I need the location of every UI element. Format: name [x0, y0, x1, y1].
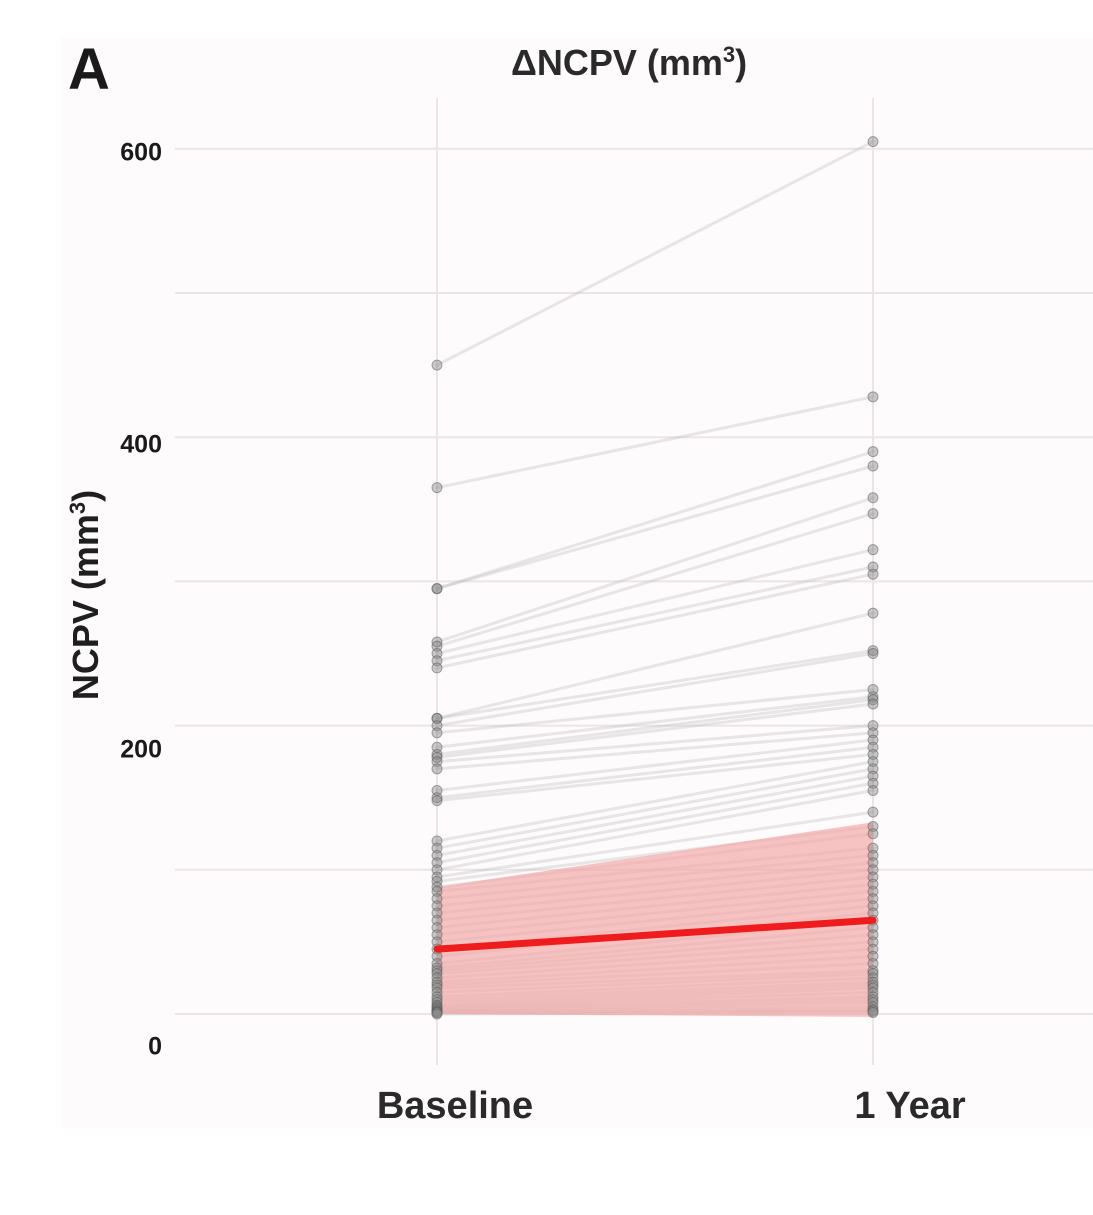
- individual-line: [435, 695, 875, 749]
- individual-line: [435, 698, 875, 756]
- individual-line: [435, 781, 875, 865]
- individual-line: [435, 496, 875, 644]
- data-point: [431, 359, 443, 371]
- x-tick-label: Baseline: [376, 1085, 534, 1127]
- data-point: [867, 828, 879, 840]
- data-point: [867, 1007, 879, 1019]
- data-point: [431, 968, 443, 980]
- data-point: [431, 982, 443, 994]
- data-point: [867, 982, 879, 994]
- individual-line: [435, 724, 875, 764]
- individual-line: [435, 140, 875, 367]
- individual-line: [435, 572, 875, 670]
- individual-line: [435, 450, 875, 591]
- data-point: [867, 648, 879, 659]
- data-point: [431, 881, 443, 893]
- data-point: [431, 482, 443, 494]
- data-point: [867, 460, 879, 472]
- individual-line: [435, 760, 875, 843]
- y-tick-label: 200: [120, 735, 162, 764]
- individual-line: [435, 565, 875, 663]
- data-point: [867, 568, 879, 580]
- individual-line: [435, 788, 875, 872]
- individual-line: [435, 611, 875, 720]
- data-point: [431, 1008, 443, 1020]
- data-point: [431, 795, 443, 807]
- data-point: [867, 698, 879, 710]
- data-point: [867, 607, 879, 619]
- data-point: [867, 968, 879, 980]
- data-point: [867, 391, 879, 403]
- data-point: [867, 694, 879, 706]
- mean-line: [433, 916, 877, 953]
- mean-line-layer: [433, 916, 877, 953]
- data-point: [431, 751, 443, 763]
- individual-line: [435, 738, 875, 792]
- data-point: [867, 806, 879, 818]
- individual-line: [435, 767, 875, 850]
- individual-line: [435, 731, 875, 771]
- y-tick-label: 0: [148, 1032, 162, 1061]
- data-point: [867, 784, 879, 796]
- individual-line: [435, 745, 875, 800]
- individual-line: [435, 774, 875, 857]
- panel-label: A: [68, 37, 110, 102]
- data-point: [867, 544, 879, 556]
- data-point: [867, 645, 879, 657]
- data-point: [867, 508, 879, 520]
- data-point: [431, 583, 443, 595]
- data-point: [431, 763, 443, 775]
- individual-line: [435, 512, 875, 648]
- x-tick-label: 1 Year: [854, 1085, 966, 1127]
- individual-line: [435, 395, 875, 490]
- individual-line: [435, 752, 875, 803]
- data-point: [867, 1001, 879, 1013]
- individual-line: [435, 548, 875, 655]
- data-point: [867, 136, 879, 148]
- data-point: [867, 446, 879, 458]
- y-tick-label: 600: [120, 138, 162, 167]
- data-point: [431, 662, 443, 674]
- individual-line: [435, 649, 875, 720]
- data-point: [431, 727, 443, 739]
- data-point: [867, 492, 879, 504]
- confidence-band-layer: [437, 822, 873, 1017]
- individual-line: [435, 464, 875, 591]
- individual-line: [435, 652, 875, 728]
- individual-line: [435, 702, 875, 759]
- chart-title: ΔNCPV (mm3): [511, 42, 748, 83]
- individual-line: [435, 810, 875, 879]
- confidence-band: [437, 822, 873, 1017]
- data-point: [431, 792, 443, 804]
- y-axis-label: NCPV (mm3): [65, 489, 106, 701]
- y-tick-label: 400: [120, 430, 162, 459]
- data-point: [431, 636, 443, 648]
- individual-line: [435, 688, 875, 735]
